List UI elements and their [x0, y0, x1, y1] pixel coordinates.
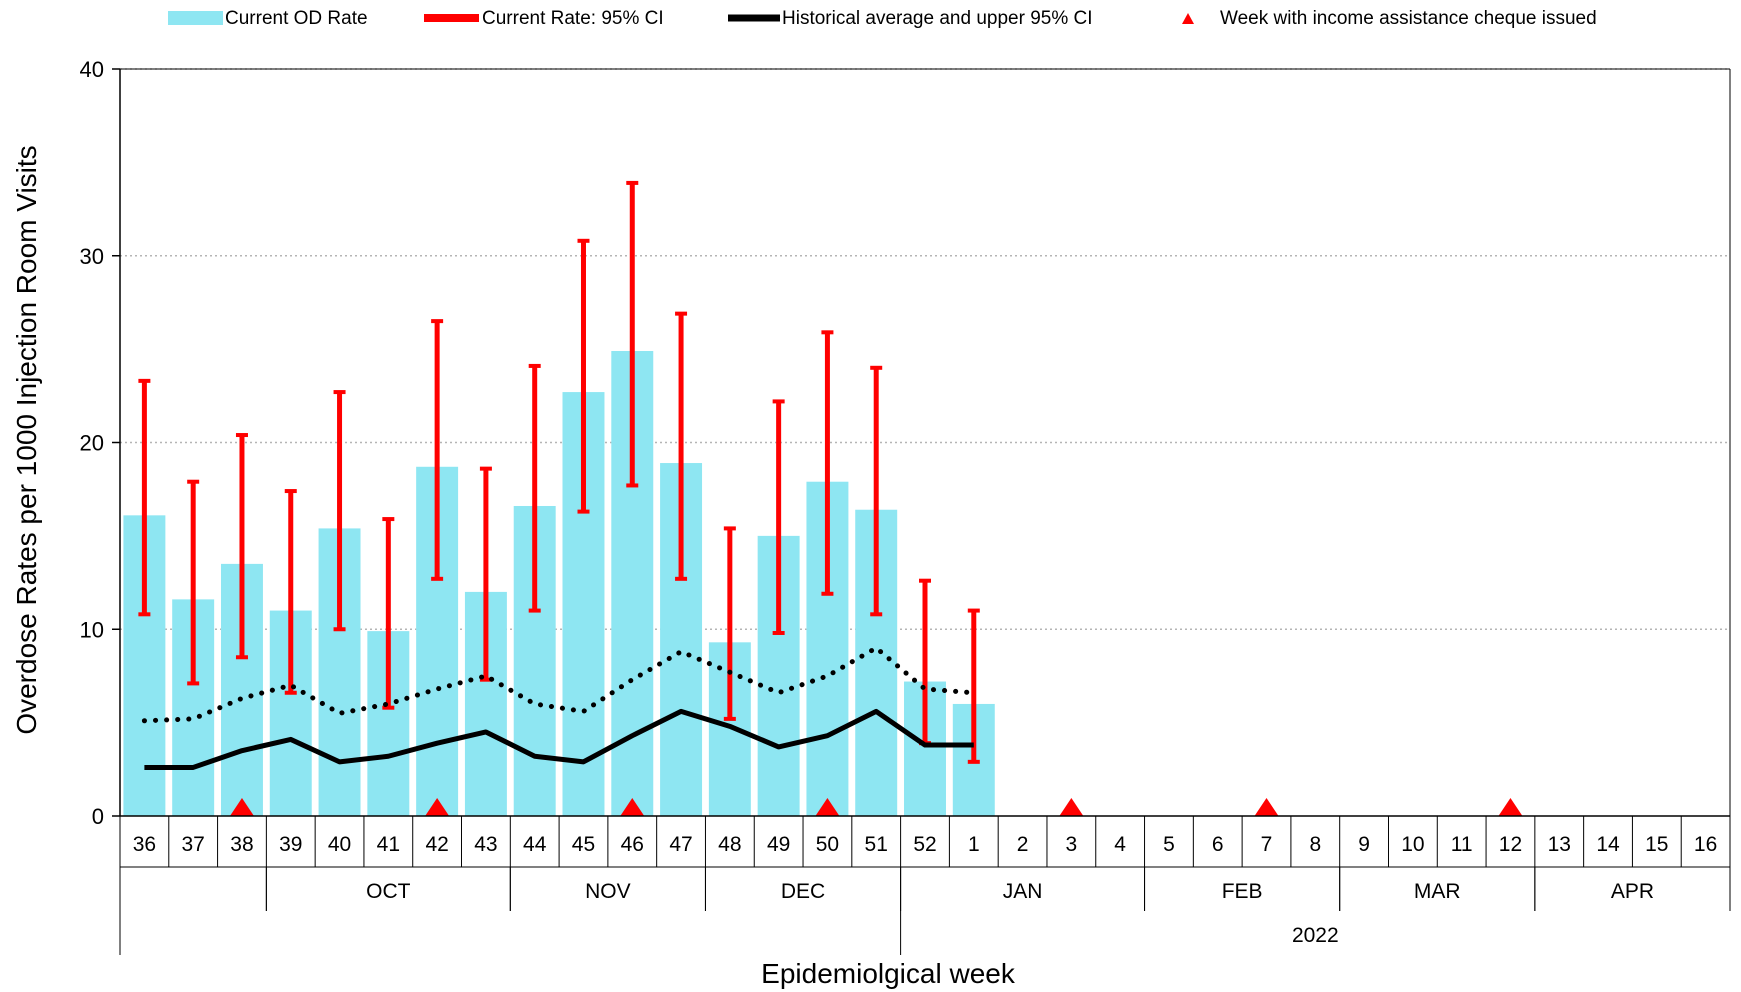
week-label: 51 [865, 833, 888, 856]
month-label: JAN [1003, 880, 1043, 903]
historical-upper-ci-line [141, 644, 977, 724]
month-label: APR [1611, 880, 1654, 903]
historical-average-line [144, 708, 974, 770]
week-label: 36 [133, 833, 156, 856]
legend: Current OD Rate Current Rate: 95% CI Histo… [168, 8, 1597, 29]
x-axis-label: Epidemiolgical week [761, 958, 1016, 989]
week-label: 14 [1596, 833, 1620, 856]
cheque-markers [229, 798, 1523, 816]
year-label: 2022 [1292, 924, 1339, 947]
historical-lines [141, 644, 977, 770]
week-label: 38 [230, 833, 253, 856]
week-label: 45 [572, 833, 595, 856]
week-label: 2 [1017, 833, 1029, 856]
week-label: 16 [1694, 833, 1717, 856]
week-label: 46 [621, 833, 644, 856]
cheque-marker-week-3 [1059, 798, 1084, 816]
week-label: 11 [1451, 833, 1473, 856]
error-bars [138, 180, 980, 764]
week-label: 42 [425, 833, 448, 856]
month-label: MAR [1414, 880, 1461, 903]
legend-label: Current Rate: 95% CI [482, 8, 664, 29]
week-label: 47 [669, 833, 692, 856]
y-axis-label: Overdose Rates per 1000 Injection Room V… [11, 145, 42, 734]
week-label: 9 [1358, 833, 1370, 856]
month-label: NOV [585, 880, 631, 903]
week-label: 41 [377, 833, 400, 856]
cheque-marker-week-42 [425, 798, 450, 816]
week-label: 52 [913, 833, 936, 856]
legend-swatch-bar [168, 11, 223, 25]
month-label: OCT [366, 880, 411, 903]
legend-label: Week with income assistance cheque issue… [1220, 8, 1597, 29]
y-tick-label: 10 [80, 617, 104, 642]
week-label: 5 [1163, 833, 1175, 856]
week-label: 12 [1499, 833, 1522, 856]
legend-label: Historical average and upper 95% CI [782, 8, 1093, 29]
week-label: 40 [328, 833, 351, 856]
cheque-marker-week-7 [1254, 798, 1279, 816]
grid-lines [120, 68, 1730, 631]
month-label: FEB [1222, 880, 1263, 903]
week-label: 15 [1645, 833, 1668, 856]
legend-swatch-marker [1182, 13, 1194, 24]
x-axis-labels: 36 37 38 39 40 41 42 43 44 45 46 47 48 49 50 51 52 1 2 3 4 5 6… [119, 815, 1731, 955]
y-tick-label: 20 [80, 431, 104, 456]
week-label: 7 [1261, 833, 1273, 856]
week-label: 6 [1212, 833, 1224, 856]
y-tick-label: 30 [80, 244, 104, 269]
week-label: 49 [767, 833, 790, 856]
week-label: 50 [816, 833, 839, 856]
week-label: 8 [1309, 833, 1321, 856]
axes: 0 10 20 30 40 [80, 57, 1731, 829]
cheque-marker-week-12 [1498, 798, 1523, 816]
week-label: 10 [1401, 833, 1424, 856]
y-tick-label: 40 [80, 57, 104, 82]
week-label: 48 [718, 833, 741, 856]
month-label: DEC [781, 880, 825, 903]
cheque-marker-week-38 [229, 798, 254, 816]
week-label: 39 [279, 833, 302, 856]
week-label: 13 [1548, 833, 1571, 856]
cheque-marker-week-50 [815, 798, 840, 816]
y-tick-label: 0 [92, 804, 104, 829]
week-label: 1 [968, 833, 980, 856]
legend-label: Current OD Rate [225, 8, 368, 29]
week-label: 37 [182, 833, 205, 856]
week-label: 44 [523, 833, 547, 856]
cheque-marker-week-46 [620, 798, 645, 816]
week-label: 4 [1114, 833, 1126, 856]
week-label: 3 [1066, 833, 1078, 856]
week-label: 43 [474, 833, 497, 856]
